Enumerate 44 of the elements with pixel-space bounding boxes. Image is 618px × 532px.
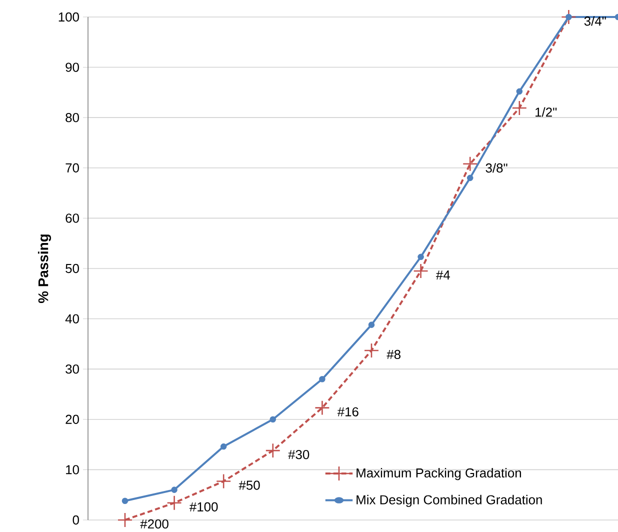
- legend-label: Mix Design Combined Gradation: [356, 494, 542, 507]
- legend-label: Maximum Packing Gradation: [356, 468, 521, 480]
- annotation: #100: [189, 502, 218, 512]
- annotation: 3/8": [486, 163, 508, 173]
- point: [466, 174, 474, 182]
- point: [413, 263, 428, 279]
- point: [462, 156, 478, 172]
- point: [566, 14, 572, 20]
- annotation: #200: [140, 519, 168, 529]
- y-tick-label: 20: [66, 414, 79, 424]
- point: [220, 443, 227, 450]
- point: [516, 88, 523, 95]
- y-tick-label: 10: [66, 465, 79, 474]
- annotation: #30: [288, 450, 310, 460]
- y-tick-label: 40: [65, 314, 79, 324]
- annotation: #4: [436, 270, 450, 280]
- annotation: #50: [238, 480, 260, 490]
- point: [265, 442, 281, 458]
- y-axis-title: % Passing: [38, 234, 52, 304]
- y-tick-label: 70: [66, 163, 79, 172]
- point: [319, 376, 326, 382]
- point: [216, 474, 232, 489]
- point: [270, 416, 276, 423]
- point: [418, 254, 424, 260]
- y-tick-label: 90: [66, 62, 79, 72]
- point: [368, 322, 375, 328]
- y-tick-label: 80: [66, 112, 79, 122]
- point: [561, 9, 576, 25]
- annotation: 3/4": [584, 16, 606, 26]
- y-tick-label: 50: [66, 264, 79, 274]
- y-tick-label: 60: [66, 214, 79, 223]
- point: [122, 498, 128, 504]
- point: [171, 486, 178, 493]
- annotation: #8: [386, 350, 400, 360]
- point: [364, 342, 380, 358]
- annotation: #16: [337, 407, 358, 416]
- point: [117, 512, 133, 528]
- annotation: 1/2": [536, 107, 557, 117]
- point: [512, 100, 528, 116]
- point: [166, 495, 182, 511]
- y-tick-label: 0: [72, 515, 79, 525]
- y-tick-label: 100: [58, 12, 79, 22]
- y-tick-label: 30: [66, 364, 79, 374]
- point: [314, 400, 330, 416]
